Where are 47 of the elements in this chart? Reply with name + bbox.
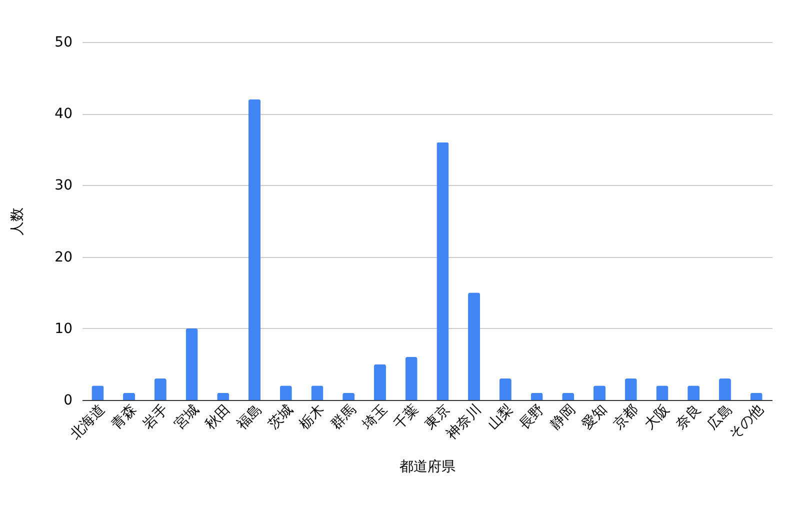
bar [248,99,261,400]
x-tick-label: 栃木 [296,402,328,433]
bar [562,392,574,400]
x-axis-title: 都道府県 [400,459,456,476]
y-tick-label: 50 [54,34,72,50]
bar [217,392,230,400]
y-tick-label: 40 [54,106,72,122]
x-tick-label: 宮城 [171,402,202,433]
x-tick-label: 茨城 [265,402,296,433]
x-tick-label: 千葉 [390,402,422,433]
x-tick-label: 山梨 [484,402,516,433]
bar [342,392,355,400]
y-tick-label: 0 [64,392,72,408]
bar [688,386,700,400]
y-tick-label: 20 [54,249,72,266]
x-tick-label: 埼玉 [358,402,391,434]
x-tick-label: 静岡 [548,402,579,433]
bar [123,392,136,400]
y-axis-title: 人数 [10,208,26,236]
bar [530,392,543,400]
bar [656,386,668,400]
bar [499,378,512,400]
bar [718,378,731,400]
bar [436,142,449,400]
y-tick-label: 30 [54,178,72,194]
x-tick-label: 福島 [234,402,266,433]
x-tick-label: 青森 [108,402,140,433]
bar [92,386,104,400]
bar [405,357,418,400]
x-tick-label: 岩手 [140,402,172,433]
bar [624,378,637,400]
x-tick-label: 奈良 [673,402,704,433]
x-tick-label: 愛知 [578,402,610,433]
x-tick-label: 京都 [610,402,642,433]
x-tick-label: 秋田 [202,402,234,433]
bar [311,386,324,400]
bar [280,386,292,400]
bar [593,386,606,400]
x-tick-label: 大阪 [642,402,673,433]
x-tick-label: 長野 [516,402,548,433]
bar [186,328,198,400]
y-tick-label: 10 [54,320,72,337]
bar [468,292,480,400]
bar [154,378,166,400]
bar [374,364,386,400]
bar [750,392,762,400]
x-tick-label: 群馬 [328,402,360,433]
